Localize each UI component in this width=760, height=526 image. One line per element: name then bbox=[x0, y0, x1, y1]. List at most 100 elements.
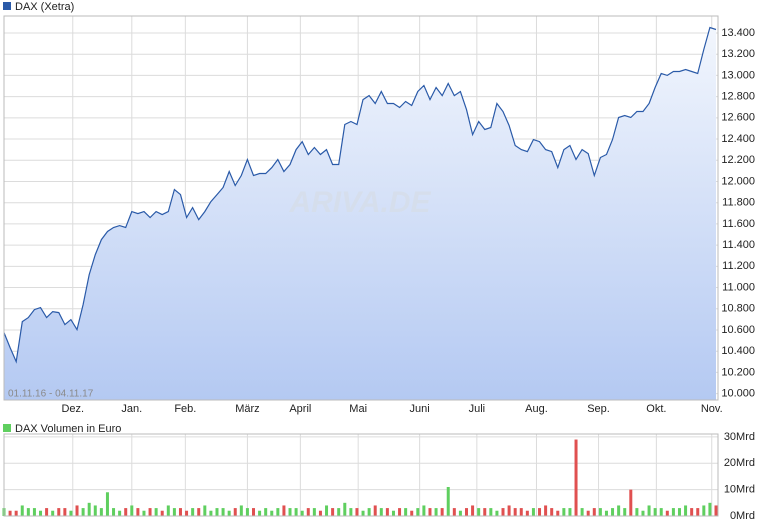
volume-bar bbox=[398, 508, 402, 516]
watermark: ARIVA.DE bbox=[288, 186, 431, 219]
volume-bar bbox=[677, 508, 681, 516]
volume-bar bbox=[39, 510, 43, 516]
volume-bar bbox=[191, 508, 195, 516]
volume-bar bbox=[142, 510, 146, 516]
volume-bar bbox=[562, 508, 566, 516]
volume-bar bbox=[105, 492, 109, 516]
volume-bar bbox=[312, 508, 316, 516]
volume-bar bbox=[483, 508, 487, 516]
volume-bar bbox=[318, 510, 322, 516]
volume-bar bbox=[696, 508, 700, 516]
volume-bar bbox=[495, 510, 499, 516]
volume-bar bbox=[124, 508, 128, 516]
volume-bar bbox=[391, 510, 395, 516]
volume-bar bbox=[45, 508, 49, 516]
y-tick-label: 20Mrd bbox=[724, 457, 755, 469]
volume-bar bbox=[258, 510, 262, 516]
x-tick-label: Nov. bbox=[701, 403, 723, 415]
volume-bar bbox=[665, 510, 669, 516]
x-tick-label: Sep. bbox=[587, 403, 610, 415]
volume-bar bbox=[112, 508, 116, 516]
volume-bar bbox=[166, 505, 170, 516]
volume-bar bbox=[221, 508, 225, 516]
x-tick-label: Dez. bbox=[61, 403, 84, 415]
plot-frame bbox=[3, 15, 719, 401]
volume-bar bbox=[690, 508, 694, 516]
x-tick-label: Juli bbox=[469, 403, 486, 415]
volume-bar bbox=[26, 508, 30, 516]
volume-bar bbox=[574, 439, 578, 516]
volume-bar bbox=[63, 508, 67, 516]
volume-bar bbox=[87, 502, 91, 516]
legend-swatch bbox=[3, 2, 11, 10]
volume-bar bbox=[544, 505, 548, 516]
y-tick-label: 10.200 bbox=[721, 366, 755, 378]
volume-bar bbox=[99, 508, 103, 516]
volume-bar bbox=[154, 508, 158, 516]
x-tick-label: Juni bbox=[410, 403, 430, 415]
x-tick-label: April bbox=[289, 403, 311, 415]
volume-bar bbox=[452, 508, 456, 516]
y-tick-label: 13.200 bbox=[721, 48, 755, 60]
y-tick-label: 12.200 bbox=[721, 154, 755, 166]
y-tick-label: 11.200 bbox=[722, 260, 755, 272]
volume-bar bbox=[641, 510, 645, 516]
y-tick-label: 12.000 bbox=[721, 175, 755, 187]
x-tick-label: Jan. bbox=[121, 403, 142, 415]
volume-bar bbox=[233, 508, 237, 516]
y-tick-label: 11.600 bbox=[722, 218, 755, 230]
volume-bar bbox=[410, 510, 414, 516]
y-tick-label: 12.400 bbox=[721, 133, 755, 145]
y-tick-label: 0Mrd bbox=[730, 510, 755, 522]
y-tick-label: 10Mrd bbox=[724, 484, 755, 496]
chart-title: DAX (Xetra) bbox=[15, 1, 74, 13]
volume-bar bbox=[477, 508, 481, 516]
volume-bar bbox=[227, 510, 231, 516]
volume-bar bbox=[57, 508, 61, 516]
volume-bar bbox=[708, 502, 712, 516]
volume-bar bbox=[611, 508, 615, 516]
volume-bar bbox=[172, 508, 176, 516]
price-line bbox=[3, 26, 717, 364]
volume-bar bbox=[458, 510, 462, 516]
y-tick-label: 11.000 bbox=[722, 281, 755, 293]
volume-bar bbox=[215, 508, 219, 516]
volume-bar bbox=[653, 508, 657, 516]
volume-bar bbox=[331, 508, 335, 516]
volume-bar bbox=[373, 505, 377, 516]
volume-bar bbox=[20, 505, 24, 516]
volume-bar bbox=[629, 489, 633, 516]
x-tick-label: Feb. bbox=[174, 403, 196, 415]
volume-bar bbox=[385, 508, 389, 516]
volume-bar bbox=[75, 505, 79, 516]
volume-bar bbox=[367, 508, 371, 516]
volume-bar bbox=[623, 508, 627, 516]
volume-bar bbox=[592, 508, 596, 516]
y-tick-label: 12.800 bbox=[721, 91, 755, 103]
date-range: 01.11.16 - 04.11.17 bbox=[8, 389, 94, 400]
volume-bar bbox=[550, 508, 554, 516]
volume-bar bbox=[130, 505, 134, 516]
y-tick-label: 10.600 bbox=[721, 324, 755, 336]
volume-bar bbox=[93, 505, 97, 516]
y-tick-label: 10.000 bbox=[721, 388, 755, 400]
volume-title: DAX Volumen in Euro bbox=[15, 423, 121, 435]
volume-bar bbox=[288, 508, 292, 516]
volume-bar bbox=[404, 508, 408, 516]
volume-bar bbox=[8, 510, 12, 516]
volume-bar bbox=[160, 510, 164, 516]
volume-bar bbox=[81, 508, 85, 516]
volume-bar bbox=[118, 510, 122, 516]
volume-bar bbox=[684, 505, 688, 516]
volume-bar bbox=[264, 508, 268, 516]
volume-bar bbox=[355, 508, 359, 516]
volume-bar bbox=[586, 510, 590, 516]
volume-bar bbox=[51, 510, 55, 516]
plot-frame bbox=[3, 433, 719, 517]
volume-bar bbox=[604, 510, 608, 516]
volume-bar bbox=[178, 508, 182, 516]
volume-bar bbox=[14, 510, 18, 516]
volume-bar bbox=[507, 505, 511, 516]
y-tick-label: 10.400 bbox=[721, 345, 755, 357]
